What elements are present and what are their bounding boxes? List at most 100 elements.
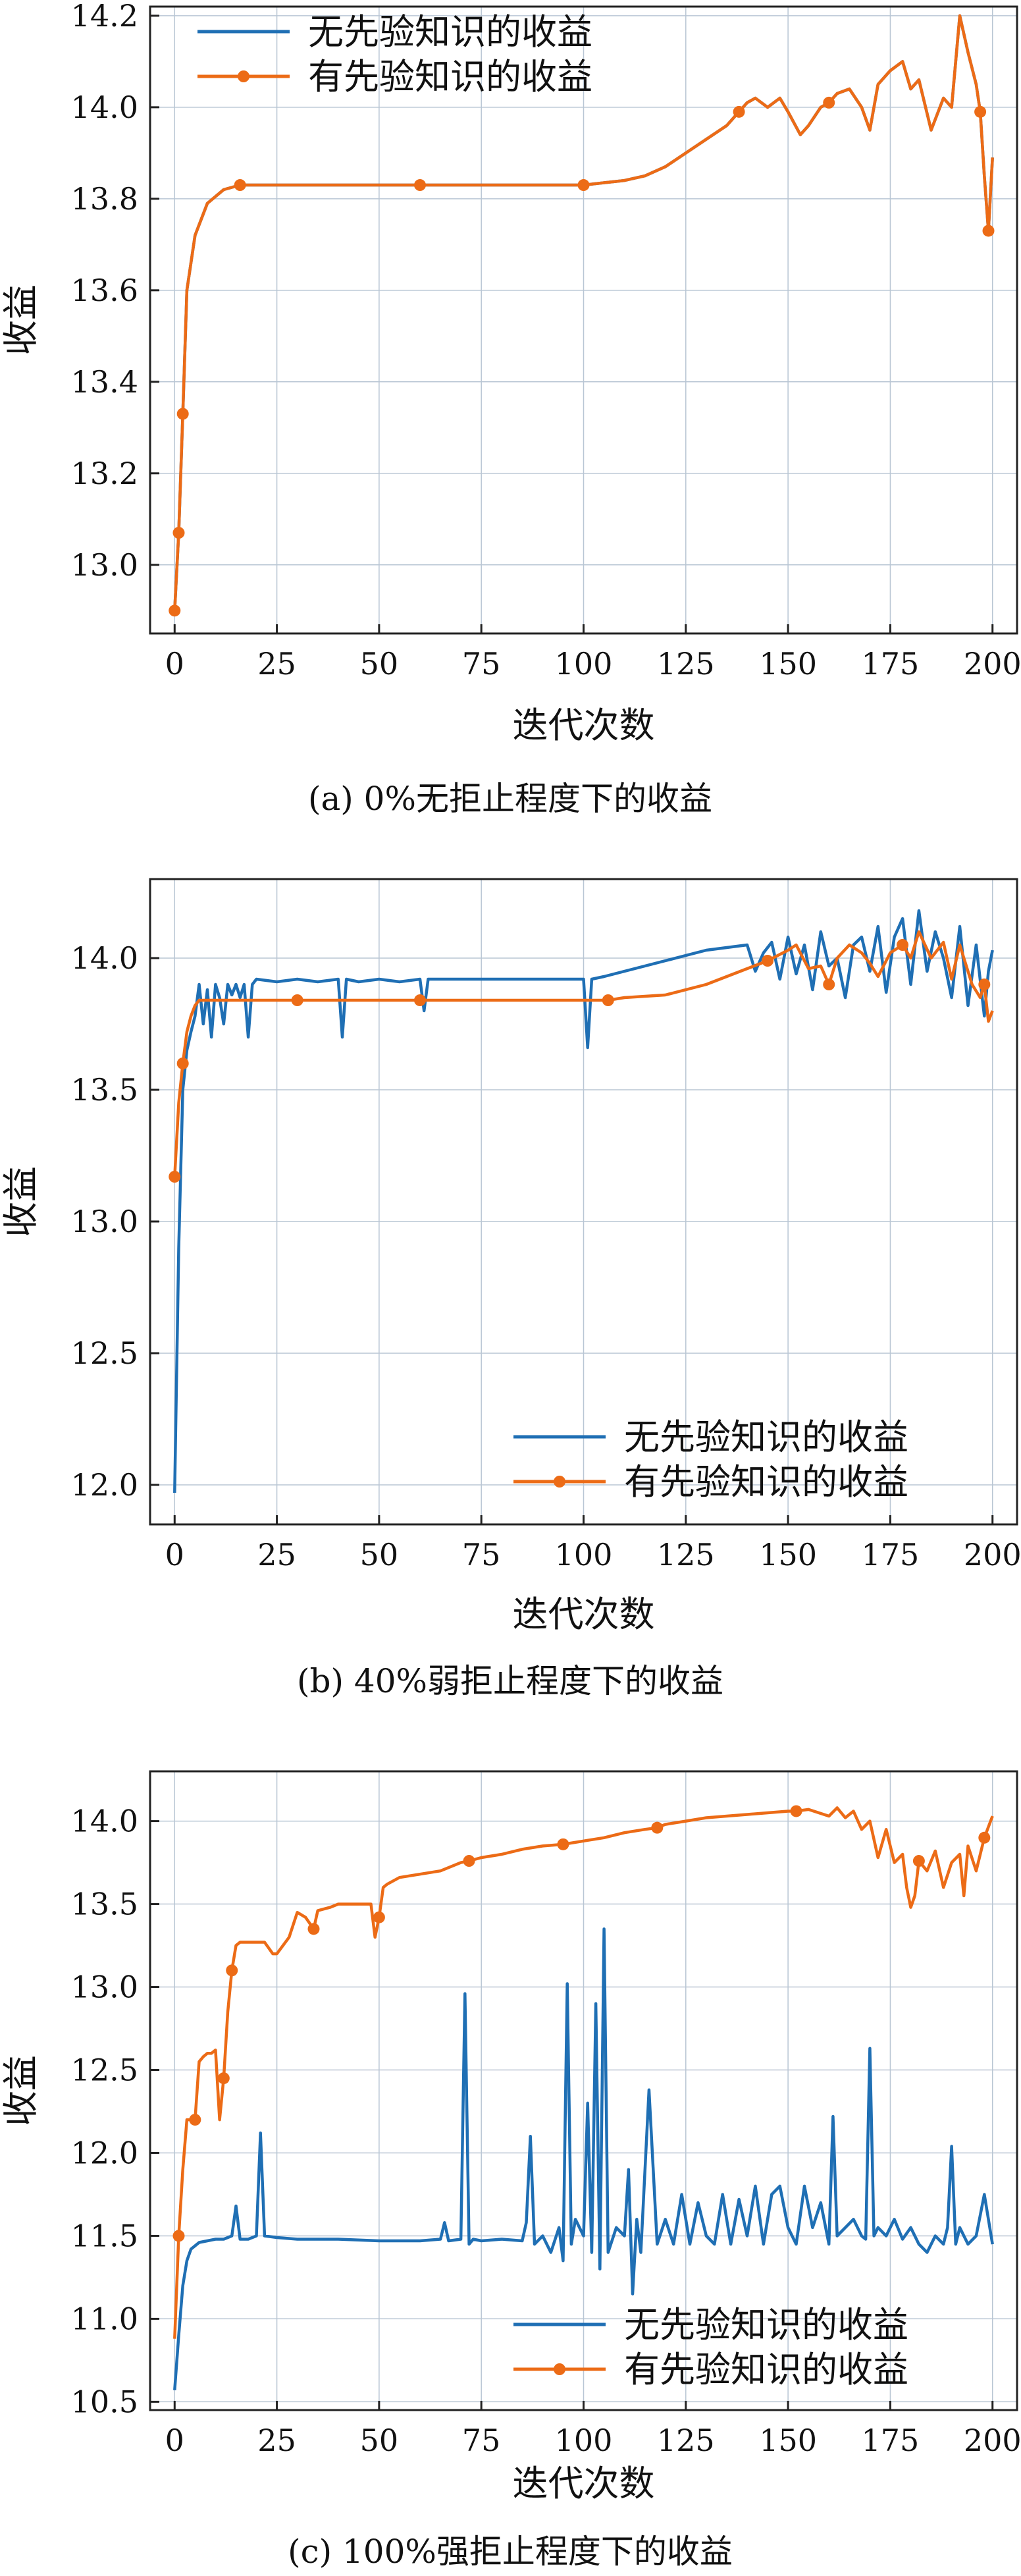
chart-caption: (a) 0%无拒止程度下的收益 [308, 780, 712, 818]
legend-label: 无先验知识的收益 [624, 2304, 908, 2346]
legend-label: 无先验知识的收益 [308, 11, 592, 53]
series-marker [557, 1838, 569, 1850]
x-tick-label: 100 [555, 646, 613, 682]
grid-lines [150, 879, 1017, 1524]
x-tick-label: 200 [964, 646, 1021, 682]
legend-marker [554, 1476, 565, 1488]
series-line-prior [173, 14, 994, 611]
series-marker [172, 527, 185, 539]
y-ticks: 12.0 12.5 13.0 13.5 14.0 [71, 940, 159, 1503]
x-tick-label: 75 [462, 1537, 501, 1572]
y-tick-label: 12.5 [71, 2053, 138, 2088]
y-tick-label: 11.5 [71, 2218, 138, 2253]
y-tick-label: 10.5 [71, 2384, 138, 2419]
legend-label: 有先验知识的收益 [624, 1461, 908, 1503]
series-marker [897, 939, 909, 951]
chart-c: 0 25 50 75 100 125 150 175 200 10.511.011.512.01… [0, 1770, 1021, 2571]
series-line-baseline [173, 1927, 994, 2390]
series-marker [189, 2114, 201, 2126]
y-tick-label: 12.5 [71, 1335, 138, 1371]
x-tick-label: 100 [555, 2423, 613, 2458]
y-axis-label: 收益 [0, 284, 41, 356]
chart-a: 0 25 50 75 100 125 150 175 200 13.0 13.2 13.4 13.6 1… [0, 0, 1021, 818]
x-tick-label: 25 [257, 2423, 296, 2458]
y-tick-label: 13.5 [71, 1887, 138, 1922]
series-marker [176, 408, 189, 420]
y-tick-label: 13.0 [71, 547, 138, 583]
legend-marker [554, 2363, 565, 2375]
grid-lines [150, 7, 1017, 633]
x-tick-label: 175 [862, 2423, 920, 2458]
x-tick-label: 25 [257, 646, 296, 682]
y-tick-label: 12.0 [71, 2135, 138, 2170]
x-tick-label: 0 [165, 1537, 184, 1572]
series-marker [790, 1805, 802, 1817]
series-marker [176, 1058, 189, 1069]
series-marker [602, 994, 614, 1006]
y-tick-label: 14.0 [71, 90, 138, 125]
series-marker [577, 179, 590, 192]
x-tick-label: 50 [360, 646, 399, 682]
series-marker [291, 994, 303, 1006]
y-tick-label: 13.0 [71, 1970, 138, 2005]
x-tick-label: 150 [759, 1537, 817, 1572]
x-tick-label: 75 [462, 2423, 501, 2458]
series-marker [414, 994, 427, 1006]
x-tick-label: 200 [964, 2423, 1021, 2458]
y-tick-label: 12.0 [71, 1467, 138, 1503]
x-tick-label: 75 [462, 646, 501, 682]
y-tick-label: 11.0 [71, 2301, 138, 2336]
x-tick-label: 0 [165, 646, 184, 682]
y-tick-label: 14.0 [71, 940, 138, 976]
chart-caption: (b) 40%弱拒止程度下的收益 [297, 1662, 723, 1700]
x-tick-label: 0 [165, 2423, 184, 2458]
series-lines [172, 1805, 994, 2390]
legend-label: 有先验知识的收益 [624, 2349, 908, 2390]
x-tick-label: 125 [657, 646, 715, 682]
x-axis-label: 迭代次数 [513, 2463, 655, 2504]
x-ticks: 0 25 50 75 100 125 150 175 200 [165, 1515, 1021, 1572]
series-marker [974, 105, 987, 118]
grid-lines [150, 1771, 1017, 2410]
x-tick-label: 125 [657, 1537, 715, 1572]
y-tick-label: 14.2 [71, 0, 138, 34]
x-tick-label: 175 [862, 646, 920, 682]
series-marker [762, 955, 774, 967]
x-tick-label: 150 [759, 2423, 817, 2458]
legend-label: 无先验知识的收益 [624, 1416, 908, 1458]
x-tick-label: 150 [759, 646, 817, 682]
x-ticks: 0 25 50 75 100 125 150 175 200 [165, 2401, 1021, 2458]
y-axis-label: 收益 [0, 2055, 41, 2126]
series-lines [169, 14, 995, 617]
y-tick-label: 13.6 [71, 273, 138, 308]
x-axis-label: 迭代次数 [513, 705, 655, 746]
series-marker [217, 2072, 230, 2085]
series-marker [373, 1911, 385, 1923]
chart-caption: (c) 100%强拒止程度下的收益 [288, 2533, 733, 2571]
y-tick-label: 13.2 [71, 456, 138, 491]
series-line-prior [173, 1806, 994, 2339]
chart-b: 0 25 50 75 100 125 150 175 200 12.012.513.013.51… [0, 878, 1021, 1700]
y-tick-label: 14.0 [71, 1804, 138, 1839]
y-tick-label: 13.4 [71, 364, 138, 400]
series-marker [234, 179, 246, 192]
x-tick-label: 50 [360, 2423, 399, 2458]
series-line-prior [173, 930, 994, 1177]
series-marker [823, 96, 835, 109]
y-tick-label: 13.0 [71, 1204, 138, 1239]
y-ticks: 10.5 11.0 11.5 12.0 12.5 13.0 13.5 14.0 [71, 1804, 159, 2419]
series-marker [169, 604, 181, 617]
series-marker [982, 225, 995, 237]
series-marker [169, 1171, 181, 1183]
series-marker [733, 105, 745, 118]
y-tick-label: 13.5 [71, 1072, 138, 1108]
x-axis-label: 迭代次数 [513, 1594, 655, 1635]
series-marker [172, 2230, 185, 2242]
series-line-baseline [173, 909, 994, 1493]
x-tick-label: 25 [257, 1537, 296, 1572]
x-ticks: 0 25 50 75 100 125 150 175 200 [165, 624, 1021, 682]
x-tick-label: 100 [555, 1537, 613, 1572]
